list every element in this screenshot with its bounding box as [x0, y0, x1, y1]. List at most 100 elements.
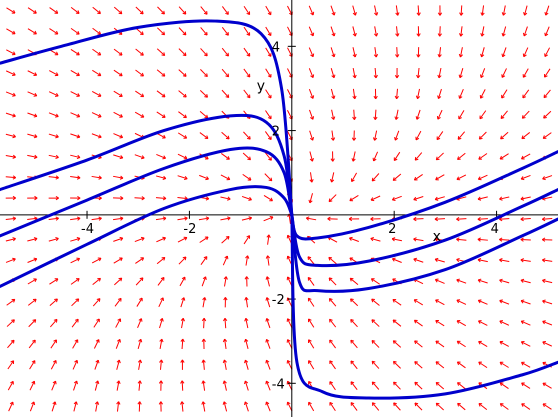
field-arrow — [416, 67, 421, 79]
field-arrow — [201, 338, 206, 350]
field-arrow — [177, 236, 188, 243]
field-arrow — [221, 27, 229, 36]
field-arrow — [520, 320, 531, 326]
field-arrow — [48, 216, 59, 221]
field-arrow — [71, 298, 80, 307]
field-arrow — [480, 5, 485, 16]
field-arrow — [178, 111, 187, 119]
field-arrow — [349, 277, 359, 286]
field-arrow — [242, 173, 252, 181]
field-arrow — [329, 401, 336, 412]
field-arrow — [92, 277, 101, 285]
field-arrow — [393, 381, 401, 390]
field-arrow — [393, 402, 401, 411]
field-arrow — [241, 195, 252, 201]
field-arrow — [244, 338, 249, 349]
field-arrow — [199, 111, 209, 119]
field-arrow — [373, 109, 378, 120]
direction-field-layer — [5, 5, 553, 412]
field-arrow — [177, 132, 188, 139]
field-arrow — [242, 152, 251, 161]
field-arrow — [500, 110, 508, 119]
field-arrow — [7, 380, 14, 391]
field-arrow — [456, 320, 467, 327]
field-arrow — [220, 174, 231, 181]
field-arrow — [199, 236, 209, 243]
field-arrow — [457, 152, 466, 161]
field-arrow — [521, 110, 530, 119]
field-arrow — [199, 132, 209, 139]
field-arrow — [178, 6, 187, 15]
field-arrow — [499, 196, 510, 201]
field-arrow — [371, 339, 380, 348]
field-arrow — [6, 49, 16, 56]
field-arrow — [415, 88, 421, 100]
field-arrow — [51, 380, 57, 391]
field-arrow — [392, 173, 402, 181]
field-arrow — [201, 401, 206, 412]
field-arrow — [501, 68, 507, 78]
field-arrow — [499, 258, 510, 263]
field-arrow — [265, 380, 271, 391]
field-arrow — [243, 89, 251, 99]
field-arrow — [413, 237, 424, 242]
field-arrow — [499, 340, 509, 347]
field-arrow — [222, 401, 228, 412]
field-arrow — [371, 319, 380, 327]
field-arrow — [330, 130, 336, 141]
field-arrow — [437, 5, 443, 16]
field-arrow — [330, 151, 335, 162]
field-arrow — [499, 153, 509, 160]
field-arrow — [5, 154, 16, 159]
field-arrow — [113, 6, 123, 15]
field-arrow — [499, 278, 510, 284]
field-arrow — [370, 216, 381, 222]
field-arrow — [520, 299, 531, 305]
field-arrow — [243, 26, 251, 36]
field-arrow — [70, 195, 81, 201]
field-arrow — [264, 173, 273, 182]
field-arrow — [49, 318, 58, 328]
field-arrow — [501, 5, 506, 16]
field-arrow — [520, 216, 531, 222]
field-arrow — [435, 174, 445, 181]
field-arrow — [392, 360, 401, 369]
field-arrow — [220, 196, 231, 201]
field-arrow — [265, 401, 271, 412]
field-arrow — [458, 110, 465, 120]
field-arrow — [27, 7, 37, 14]
field-arrow — [263, 215, 274, 222]
field-arrow — [92, 6, 101, 15]
field-arrow — [349, 195, 359, 202]
field-arrow — [391, 195, 402, 201]
field-arrow — [395, 26, 400, 37]
field-arrow — [70, 91, 81, 97]
field-arrow — [373, 26, 379, 37]
field-arrow — [114, 277, 123, 286]
field-arrow — [265, 5, 272, 16]
field-arrow — [48, 112, 59, 118]
field-arrow — [458, 47, 464, 58]
field-arrow — [435, 361, 445, 369]
field-arrow — [159, 318, 164, 329]
field-arrow — [265, 89, 272, 99]
field-arrow — [137, 380, 142, 391]
field-arrow — [501, 26, 507, 37]
field-arrow — [328, 277, 337, 286]
field-arrow — [92, 69, 102, 77]
field-arrow — [413, 196, 424, 201]
field-arrow — [155, 196, 167, 201]
field-arrow — [522, 26, 528, 37]
field-arrow — [371, 360, 380, 369]
field-arrow — [437, 67, 442, 79]
field-arrow — [5, 91, 16, 97]
field-arrow — [244, 359, 249, 370]
field-arrow — [371, 381, 380, 390]
field-arrow — [158, 380, 164, 391]
solution-curve-1 — [0, 19, 294, 217]
field-arrow — [5, 195, 17, 201]
field-arrow — [70, 216, 81, 221]
field-arrow — [305, 216, 317, 221]
field-arrow — [308, 68, 315, 79]
field-arrow — [370, 195, 381, 202]
